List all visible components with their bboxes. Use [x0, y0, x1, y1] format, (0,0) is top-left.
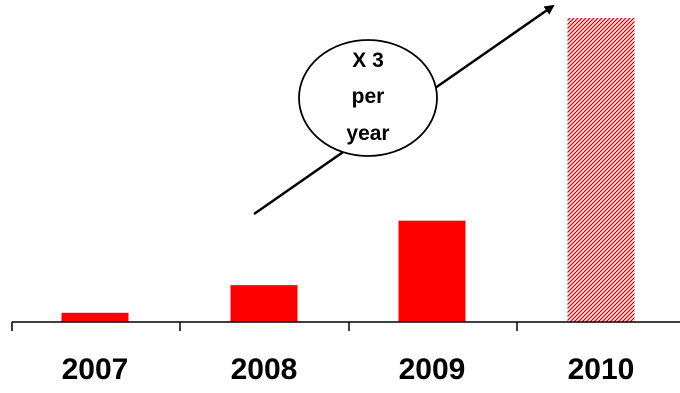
bar-2007: [61, 312, 129, 322]
callout-text-line: X 3: [352, 49, 384, 72]
bar-2009: [398, 220, 466, 322]
callout-text-line: per: [352, 85, 385, 108]
bars-layer: [61, 18, 635, 322]
callout-ellipse: [298, 39, 438, 157]
x-tick-label: 2009: [399, 353, 466, 386]
bar-2010: [567, 18, 635, 322]
x-tick-label: 2010: [568, 353, 635, 386]
bar-2008: [230, 285, 298, 322]
callout-text-line: year: [346, 122, 389, 145]
growth-annotation: X 3 per year: [253, 4, 555, 216]
x-axis: 2007 2008 2009 2010: [11, 321, 680, 386]
x-tick-label: 2008: [231, 353, 298, 386]
x-tick-label: 2007: [62, 353, 129, 386]
